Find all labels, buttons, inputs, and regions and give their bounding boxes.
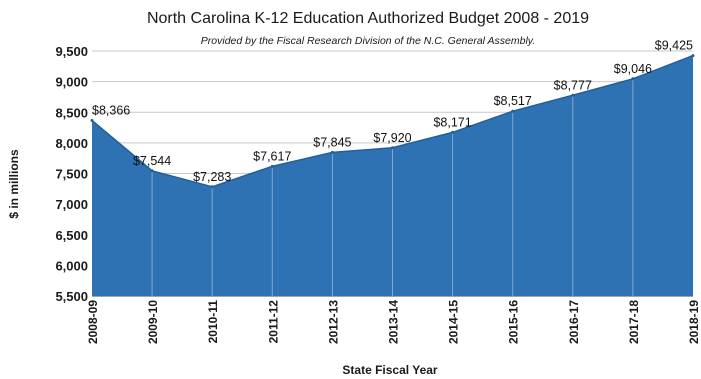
- data-label: $8,517: [494, 94, 532, 108]
- data-point: [90, 118, 94, 122]
- data-label: $7,920: [373, 131, 411, 145]
- data-point: [451, 130, 455, 134]
- x-tick-label: 2011-12: [266, 300, 280, 344]
- data-point: [691, 54, 695, 58]
- data-labels: $8,366 $7,544 $7,283 $7,617 $7,845 $7,920 $8,1…: [92, 39, 693, 184]
- y-tick-label: 8,000: [55, 136, 88, 151]
- x-tick-label: 2009-10: [146, 300, 160, 344]
- x-axis-ticks: 2008-09 2009-10 2010-11 2011-12 2012-13 2013-…: [86, 300, 701, 344]
- data-label: $7,544: [133, 154, 171, 168]
- x-tick-label: 2012-13: [326, 300, 340, 344]
- chart-subtitle: Provided by the Fiscal Research Division…: [201, 35, 535, 47]
- x-tick-label: 2008-09: [86, 300, 100, 344]
- data-label: $7,617: [253, 149, 291, 163]
- data-point: [631, 77, 635, 81]
- plot-area: [90, 54, 695, 296]
- y-tick-label: 6,000: [55, 258, 88, 273]
- y-tick-label: 8,500: [55, 105, 88, 120]
- x-tick-label: 2013-14: [387, 300, 401, 344]
- x-tick-label: 2010-11: [206, 300, 220, 344]
- data-point: [511, 109, 515, 113]
- data-label: $8,366: [92, 103, 130, 117]
- y-axis-label: $ in millions: [7, 149, 21, 219]
- data-point: [571, 93, 575, 97]
- data-label: $8,777: [554, 78, 592, 92]
- data-point: [270, 164, 274, 168]
- y-axis-ticks: 5,500 6,000 6,500 7,000 7,500 8,000 8,500 9,000…: [55, 44, 88, 304]
- x-tick-label: 2016-17: [567, 300, 581, 344]
- x-tick-label: 2014-15: [447, 300, 461, 344]
- y-tick-label: 7,500: [55, 167, 88, 182]
- data-label: $7,845: [313, 135, 351, 149]
- chart-title: North Carolina K-12 Education Authorized…: [147, 10, 589, 27]
- data-label: $7,283: [193, 170, 231, 184]
- y-tick-label: 7,000: [55, 197, 88, 212]
- data-label: $8,171: [433, 115, 471, 129]
- y-tick-label: 9,000: [55, 75, 88, 90]
- x-axis-label: State Fiscal Year: [342, 363, 438, 377]
- x-tick-label: 2017-18: [627, 300, 641, 344]
- data-label: $9,046: [614, 62, 652, 76]
- y-tick-label: 5,500: [55, 289, 88, 304]
- data-point: [391, 146, 394, 150]
- data-label: $9,425: [655, 39, 693, 53]
- x-tick-label: 2018-19: [687, 300, 701, 344]
- x-tick-label: 2015-16: [507, 300, 521, 344]
- y-tick-label: 9,500: [55, 44, 88, 59]
- data-point: [330, 150, 334, 154]
- data-point: [210, 185, 214, 189]
- data-point: [150, 169, 154, 173]
- y-tick-label: 6,500: [55, 228, 88, 243]
